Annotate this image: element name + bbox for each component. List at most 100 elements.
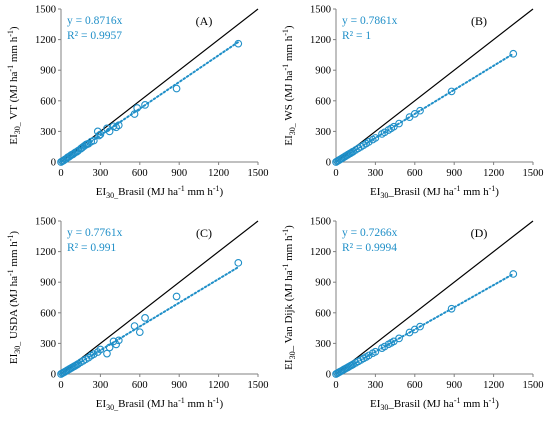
equation-label: y = 0.8716x [67, 15, 123, 27]
y-axis-title-sub: 30_ [13, 341, 22, 354]
x-tick-label: 0 [333, 168, 338, 179]
x-tick-label: 1200 [483, 380, 504, 391]
x-tick-label: 900 [171, 380, 187, 391]
y-tick-label: 1200 [310, 247, 331, 258]
x-tick-label: 600 [132, 168, 148, 179]
y-axis-title-rest: USDA (MJ ha [8, 276, 20, 342]
x-tick-label: 0 [58, 168, 63, 179]
y-axis-title: EI30_ VT (MJ ha-1 mm h-1) [6, 26, 22, 144]
y-axis-title-end: ) [283, 25, 295, 29]
y-axis-title-mid: mm h [8, 241, 20, 270]
y-axis-title-sup2: -1 [6, 235, 15, 242]
data-point [103, 349, 111, 358]
chart-panel-4: 0 300 600 900 1200 1500 0 300 600 900 1200 1500 y = … [281, 217, 544, 413]
x-axis-title-rest: Brasil (MJ ha [118, 398, 178, 410]
equation-label: y = 0.7861x [342, 15, 398, 27]
y-axis-title-sub: 30_ [13, 121, 22, 134]
y-axis-title-sup2: -1 [281, 29, 290, 36]
x-tick-label: 900 [446, 168, 462, 179]
y-axis-title-sub: 30 [288, 351, 297, 359]
x-axis-title-sub: 30_ [106, 191, 119, 200]
y-tick-label: 1500 [35, 5, 56, 16]
identity-line [335, 8, 534, 163]
x-tick-label: 0 [333, 380, 338, 391]
x-tick-label: 1500 [248, 168, 269, 179]
data-point [509, 270, 518, 278]
y-axis-title-sup1: -1 [6, 269, 15, 276]
x-tick-label: 600 [407, 380, 423, 391]
data-point [347, 148, 356, 157]
data-point [130, 110, 139, 118]
x-axis-title-sub: 30 [380, 191, 388, 200]
r-squared-label: R² = 0.9957 [67, 30, 122, 42]
x-tick-label: 300 [368, 380, 384, 391]
x-tick-label: 1500 [248, 380, 269, 391]
y-axis-title-sup1: -1 [281, 264, 290, 271]
y-axis-title-main: EI [8, 134, 20, 145]
y-axis-title-sup2: -1 [6, 30, 15, 37]
y-axis-title: EI30_ USDA (MJ ha-1 mm h-1) [6, 231, 22, 365]
data-point [371, 134, 380, 142]
y-axis-title-mid: mm h [283, 235, 295, 264]
y-tick-label: 1500 [35, 217, 56, 228]
identity-line [60, 220, 259, 375]
x-axis-title-end: ) [220, 398, 224, 410]
trend-line [335, 52, 515, 163]
x-axis-title-sup2: -1 [213, 396, 220, 405]
y-tick-label: 1200 [35, 35, 56, 46]
y-tick-label: 0 [51, 370, 56, 381]
x-axis-title-sup1: -1 [178, 396, 185, 405]
data-point [509, 49, 518, 58]
x-tick-label: 300 [93, 380, 109, 391]
x-axis-title-mid: mm h [460, 186, 489, 198]
data-point [96, 130, 105, 139]
x-axis-title: EI30_Brasil (MJ ha-1 mm h-1) [96, 184, 224, 200]
trend-line [60, 266, 240, 375]
y-tick-label: 900 [315, 278, 331, 289]
data-point [234, 39, 243, 48]
data-point [112, 340, 121, 349]
x-axis-title-main: EI [96, 186, 107, 198]
data-point [141, 314, 149, 322]
x-axis-title-sup1: -1 [454, 184, 461, 193]
x-axis-title-mid: mm h [185, 398, 214, 410]
y-tick-label: 0 [326, 158, 331, 169]
y-axis-title: EI30_ WS (MJ ha-1 mm h-1) [281, 25, 297, 146]
x-tick-label: 0 [58, 380, 63, 391]
x-tick-label: 300 [93, 168, 109, 179]
y-axis-title: EI30_ Van Dijk (MJ ha-1 mm h-1) [281, 225, 297, 370]
chart-panel-3: 0 300 600 900 1200 1500 0 300 600 900 1200 1500 y = … [6, 217, 269, 413]
panel-tag: (C) [196, 226, 212, 240]
x-axis-title: EI30_Brasil (MJ ha-1 mm h-1) [96, 396, 224, 412]
data-point [364, 138, 373, 146]
data-point [371, 347, 380, 356]
y-axis-title-main: EI [283, 135, 295, 146]
data-point [447, 304, 456, 313]
x-tick-label: 600 [407, 168, 423, 179]
y-tick-label: 300 [40, 127, 56, 138]
data-point [380, 342, 389, 351]
data-point [95, 131, 103, 140]
x-axis-title-sup2: -1 [213, 184, 220, 193]
data-point [416, 106, 424, 115]
x-tick-label: 300 [368, 168, 384, 179]
y-tick-label: 0 [51, 158, 56, 169]
data-point [89, 136, 98, 145]
y-axis-title-main: EI [8, 353, 20, 364]
x-axis-title: EI30_Brasil (MJ ha-1 mm h-1) [370, 184, 499, 200]
x-axis-title-sub: 30_ [106, 403, 119, 412]
y-axis-title-sup2: -1 [281, 229, 290, 236]
x-axis-title-rest: _Brasil (MJ ha [387, 398, 454, 410]
x-axis-title-main: EI [370, 398, 381, 410]
data-point [234, 258, 243, 267]
y-tick-label: 300 [40, 339, 56, 350]
y-axis-title-end: ) [8, 26, 20, 30]
x-axis-title-main: EI [96, 398, 107, 410]
y-tick-label: 1200 [310, 35, 331, 46]
y-axis-title-sub: 30_ [288, 122, 297, 135]
y-tick-label: 900 [40, 66, 56, 77]
data-point [89, 350, 98, 358]
x-axis-title-mid: mm h [460, 398, 489, 410]
x-axis-title-end: ) [495, 398, 499, 410]
